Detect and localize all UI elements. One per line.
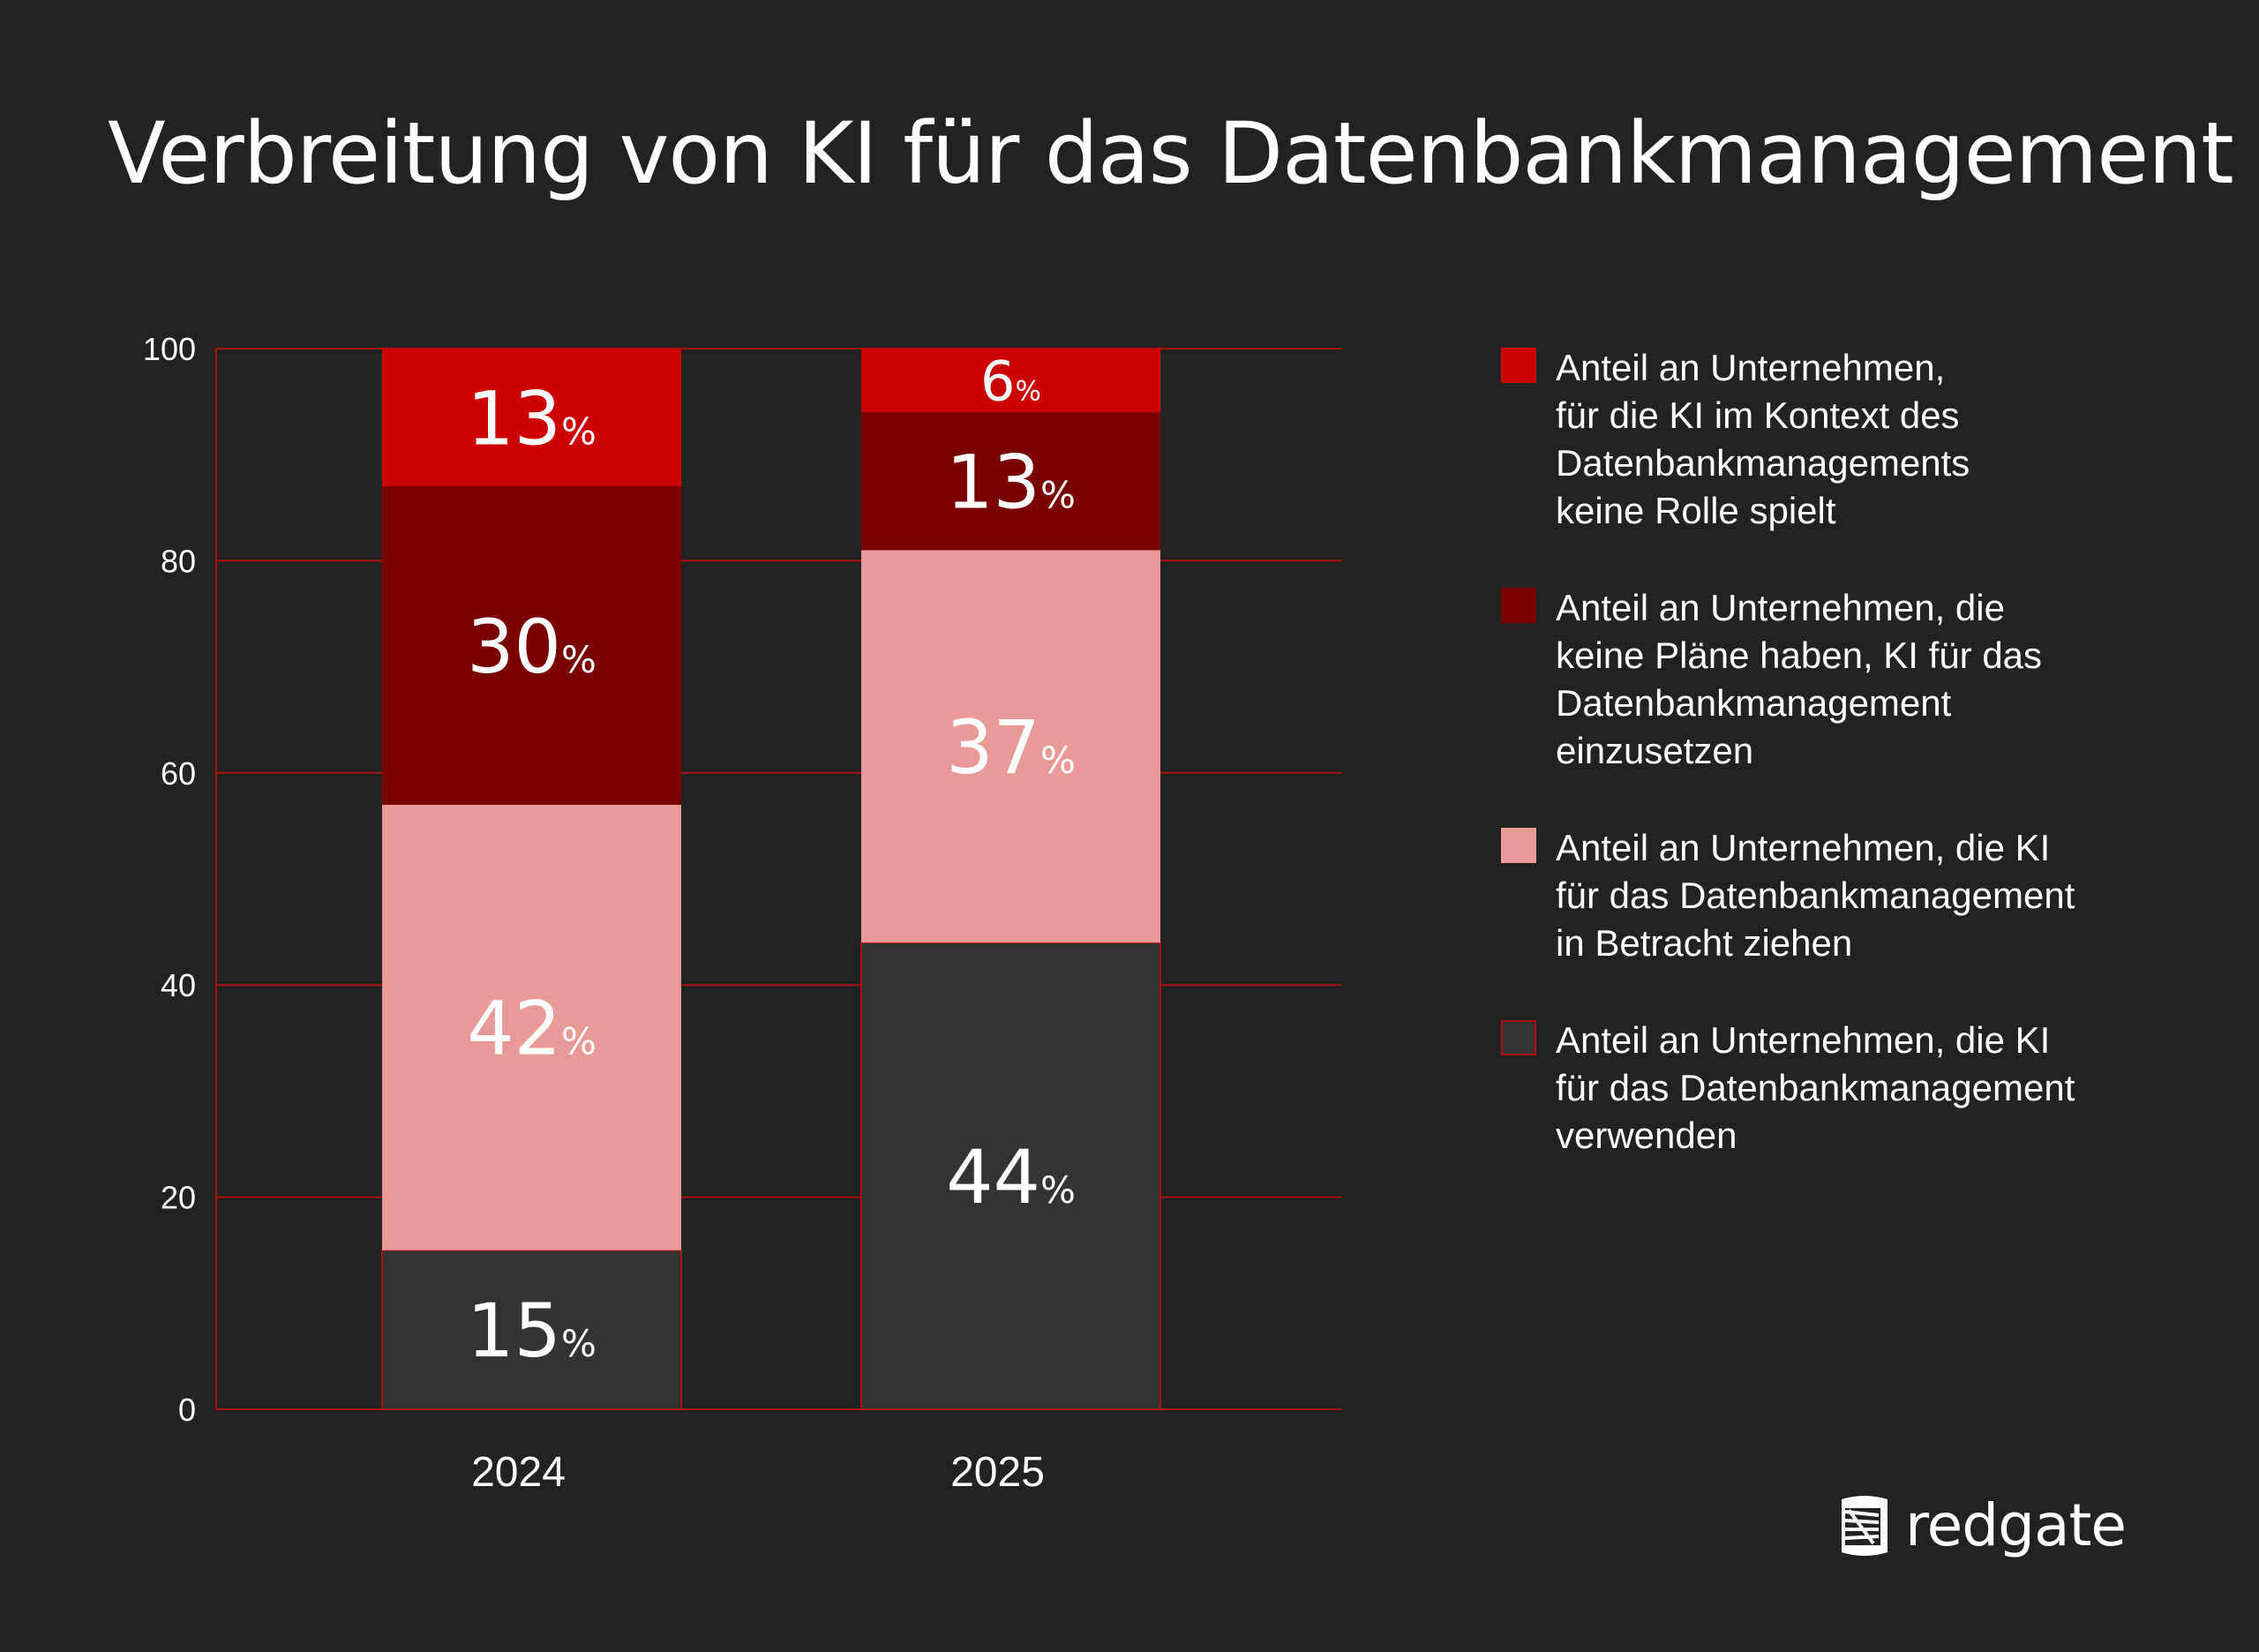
legend-label: Anteil an Unternehmen, für die KI im Kont… — [1556, 347, 1970, 531]
y-tick-label: 100 — [143, 331, 196, 367]
legend-item: Anteil an Unternehmen, die KI für das Dat… — [1501, 824, 2136, 967]
y-tick-label: 0 — [178, 1392, 196, 1428]
y-tick-label: 60 — [161, 755, 196, 792]
x-tick-label: 2025 — [950, 1449, 1045, 1496]
legend-label: Anteil an Unternehmen, die keine Pläne ha… — [1556, 587, 2043, 771]
legend-swatch — [1501, 588, 1536, 623]
legend-item: Anteil an Unternehmen, die KI für das Dat… — [1501, 1017, 2136, 1160]
bar-segment — [382, 486, 681, 805]
legend-label: Anteil an Unternehmen, die KI für das Dat… — [1556, 1019, 2075, 1156]
bar-segment — [382, 804, 681, 1250]
legend-swatch — [1501, 1020, 1536, 1055]
bar-segment — [861, 550, 1160, 943]
redgate-database-icon — [1842, 1495, 1888, 1556]
bar-segment — [861, 349, 1160, 413]
bar-segment — [861, 412, 1160, 551]
legend-swatch — [1501, 828, 1536, 863]
x-tick-label: 2024 — [471, 1449, 566, 1496]
legend-item: Anteil an Unternehmen, für die KI im Kont… — [1501, 344, 2136, 535]
legend-label: Anteil an Unternehmen, die KI für das Dat… — [1556, 827, 2075, 964]
y-tick-label: 80 — [161, 543, 196, 579]
y-tick-label: 40 — [161, 967, 196, 1003]
chart-title: Verbreitung von KI für das Datenbankmana… — [108, 104, 2234, 203]
brand-name: redgate — [1905, 1491, 2127, 1559]
legend: Anteil an Unternehmen, für die KI im Kont… — [1501, 344, 2136, 1209]
redgate-logo: redgate — [1840, 1491, 2127, 1559]
bar-segment — [382, 349, 681, 487]
legend-item: Anteil an Unternehmen, die keine Pläne ha… — [1501, 584, 2136, 775]
legend-swatch — [1501, 348, 1536, 383]
bar-segment — [860, 942, 1161, 1410]
stacked-bar-chart: 02040608010015%42%30%13%202444%37%13%6%2… — [143, 331, 1341, 1496]
y-tick-label: 20 — [161, 1180, 196, 1216]
